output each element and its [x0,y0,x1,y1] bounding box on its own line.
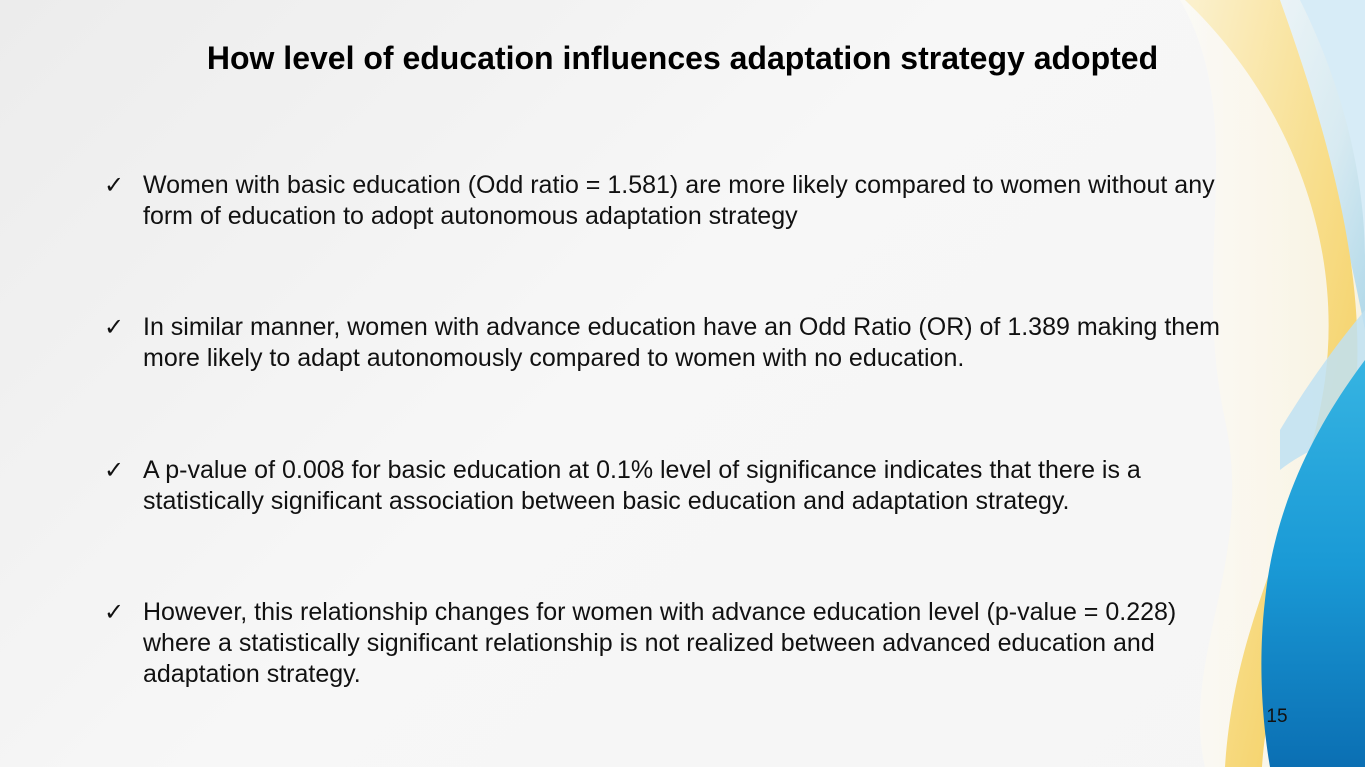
checkmark-icon: ✓ [104,313,125,341]
bullet-item: ✓ A p-value of 0.008 for basic education… [104,455,1234,517]
bullet-item: ✓ In similar manner, women with advance … [104,312,1234,374]
bullet-text: A p-value of 0.008 for basic education a… [143,456,1141,515]
checkmark-icon: ✓ [104,171,125,199]
bullet-item: ✓ However, this relationship changes for… [104,597,1234,690]
page-number: 15 [1266,706,1288,727]
checkmark-icon: ✓ [104,456,125,484]
checkmark-icon: ✓ [104,598,125,626]
bullet-text: Women with basic education (Odd ratio = … [143,171,1215,230]
bullet-text: In similar manner, women with advance ed… [143,313,1220,372]
slide-title: How level of education influences adapta… [206,40,1159,76]
bullet-text: However, this relationship changes for w… [143,598,1177,688]
bullet-item: ✓ Women with basic education (Odd ratio … [104,170,1234,232]
